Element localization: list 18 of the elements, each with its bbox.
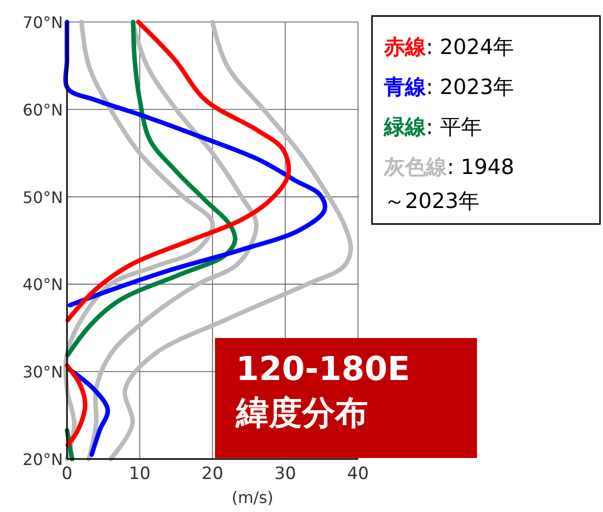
y-tick-label: 40°N xyxy=(22,275,63,294)
annotation: 120-180E xyxy=(236,349,410,388)
x-tick-label: 30 xyxy=(274,464,296,484)
text: 青線: 2023年 xyxy=(383,75,514,99)
x-axis-title: (m/s) xyxy=(232,488,274,507)
y-tick-label: 60°N xyxy=(22,100,63,120)
x-tick-label: 40 xyxy=(347,464,369,484)
text: 緑線: 平年 xyxy=(383,115,482,139)
y-tick-label: 30°N xyxy=(22,362,63,382)
y-tick-label: 50°N xyxy=(22,188,63,207)
x-tick-label: 10 xyxy=(128,464,151,484)
annotation: 緯度分布 xyxy=(235,393,368,432)
x-tick-label: 20 xyxy=(202,464,224,484)
y-tick-label: 20°N xyxy=(22,450,63,469)
x-tick-label: 0 xyxy=(62,464,72,484)
y-tick-label: 70°N xyxy=(22,13,63,32)
text: 赤線: 2024年 xyxy=(383,35,514,59)
text: 灰色線: 1948～2023年 xyxy=(383,155,514,213)
